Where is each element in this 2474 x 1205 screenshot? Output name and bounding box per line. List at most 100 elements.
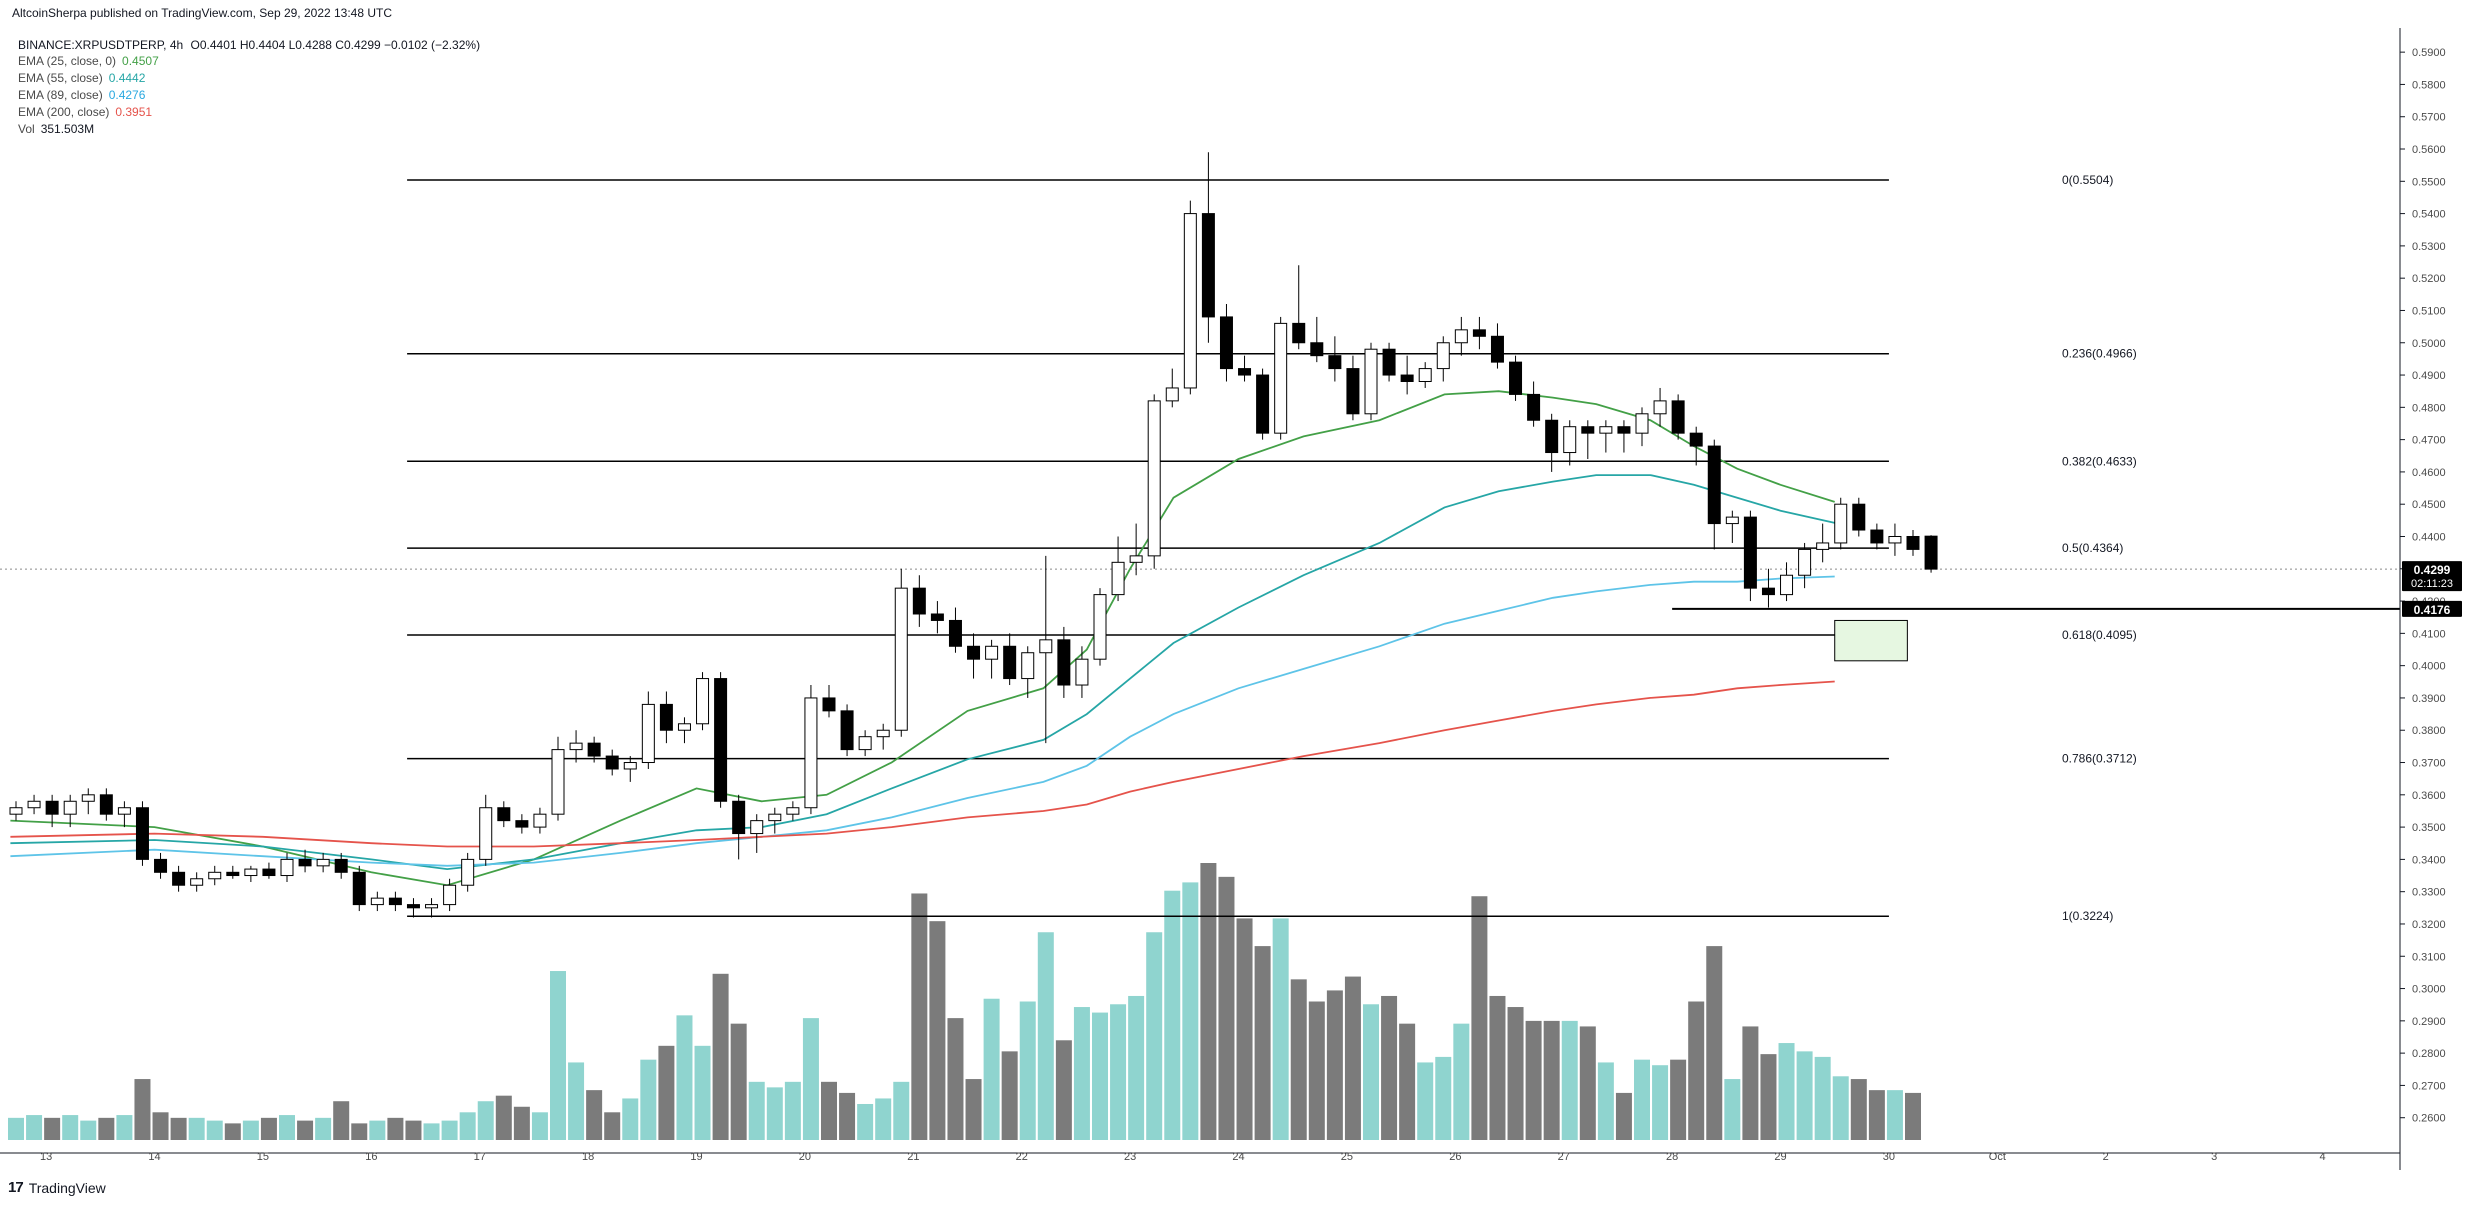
candle-body [551,749,565,815]
volume-bar [1272,918,1289,1140]
candle-body [479,807,493,860]
volume-bar [1290,979,1307,1140]
price-flag [2402,561,2462,592]
candle-body [641,703,655,764]
ema200-line [10,680,1835,848]
candle-body [1418,368,1432,383]
volume-bar [1886,1090,1903,1140]
candle-body [1563,426,1577,454]
volume-bar [1218,876,1235,1140]
price-tick-label: 0.5500 [2412,176,2446,188]
candle-body [696,678,710,725]
legend-value: 0.4442 [108,71,146,85]
volume-bar [1363,1004,1379,1140]
candle-body [226,871,240,877]
candle-body [1039,639,1053,654]
volume-bar [1471,896,1488,1140]
candle-body [1292,322,1306,344]
volume-bar [206,1120,223,1140]
time-tick-label: 29 [1774,1151,1786,1163]
candle-body [406,904,420,909]
countdown-label: 02:11:23 [2411,578,2453,590]
candle-body [768,813,782,822]
axes[interactable]: 0.5900 0.5800 0.5700 0.5600 0.5500 0.5400 0.53… [0,28,2462,1170]
price-tick-label: 0.5200 [2412,273,2446,285]
price-tick-label: 0.2900 [2412,1016,2446,1028]
candle-body [1238,368,1252,376]
candle-body [208,871,222,880]
time-tick-label: 13 [40,1151,52,1163]
candle-body [190,878,204,886]
candle-body [894,587,908,731]
time-tick-label: 25 [1341,1151,1353,1163]
symbol-line: BINANCE:XRPUSDTPERP, 4h O0.4401 H0.4404 … [18,38,480,52]
candle-body [280,858,294,877]
volume-bar [1254,946,1271,1140]
candle-body [298,858,312,867]
legend-entry: EMA (55, close) 0.4442 [18,71,145,85]
candle-body [45,800,59,815]
candle-body [1490,335,1504,363]
candle-body [1617,426,1631,434]
volume-bar [1164,890,1181,1140]
candle-body [1093,594,1107,660]
volume-bar [1579,1026,1596,1140]
volume-bar [1092,1012,1108,1140]
time-tick-label: 26 [1449,1151,1461,1163]
price-tick-label: 0.4100 [2412,628,2446,640]
candle-body [1328,355,1342,370]
ema89-line [10,575,1835,867]
candle-body [1183,213,1197,389]
candle-body [9,807,23,815]
candle-body [1798,548,1812,576]
candle-body [497,807,511,822]
volume-bar [730,1023,747,1140]
time-tick-label: 3 [2211,1151,2217,1163]
volume-bar [784,1081,801,1140]
volume-bar [857,1103,874,1140]
time-tick-label: 20 [799,1151,811,1163]
candle-body [334,858,348,873]
candle-body [750,820,764,835]
price-tick-label: 0.3500 [2412,822,2446,834]
volume-bar [1308,1001,1325,1140]
candle-body [1870,529,1884,544]
candle-body [172,871,186,886]
volume-bar [224,1123,241,1140]
price-tick-label: 0.4600 [2412,467,2446,479]
volume-bar [495,1095,512,1140]
candle-body [1653,400,1667,415]
price-tick-label: 0.3700 [2412,758,2446,770]
volume-bar [1200,863,1217,1140]
volume-bar [911,893,928,1140]
volume-bar [1814,1056,1831,1140]
volume-bar [1182,882,1199,1140]
candle-body [262,868,276,877]
volume-bar [947,1018,964,1140]
volume-bar [694,1045,711,1140]
volume-bar [586,1090,603,1140]
price-flag [2402,600,2462,617]
volume-bar [62,1115,79,1140]
volume-bar [1615,1092,1632,1140]
volume-bar [531,1112,548,1140]
time-tick-label: 23 [1124,1151,1136,1163]
fib-level-label: 1(0.3224) [2062,909,2113,923]
volume-bar [766,1087,783,1140]
price-tick-label: 0.4800 [2412,402,2446,414]
candle-body [154,858,168,873]
candle-body [1165,387,1179,402]
volume-bar [1146,932,1163,1140]
candle-body [1111,561,1125,596]
fibonacci-retracement[interactable]: 0(0.5504) 0.236(0.4966) 0.382(0.4633) 0.5(0… [0,173,2400,923]
volume-bar [640,1059,657,1140]
volume-bar [1128,995,1145,1140]
candle-body [425,904,439,909]
annotations[interactable] [1672,607,2400,662]
volume-bar [1652,1065,1669,1140]
brand-name: TradingView [28,1179,106,1196]
volume-bar [1634,1059,1650,1140]
volume-bar [477,1101,494,1140]
volume-bar [1019,1001,1036,1140]
